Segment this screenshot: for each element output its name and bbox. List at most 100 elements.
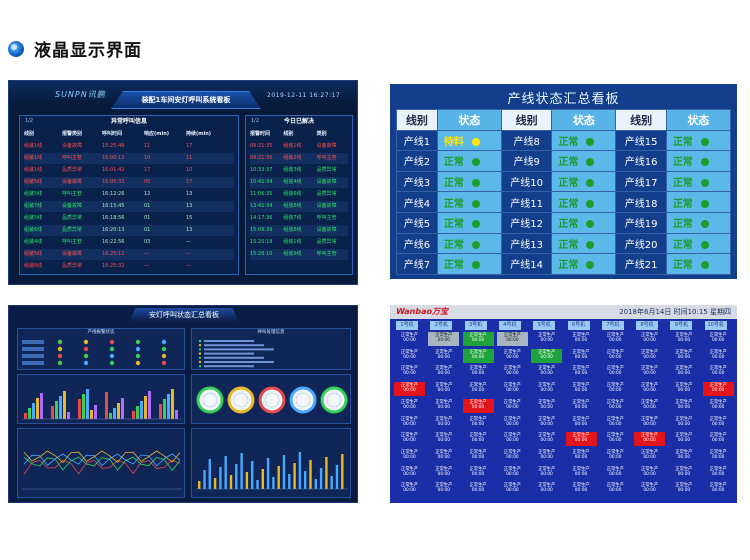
line-name-cell: 产线13 xyxy=(500,232,553,255)
cell-label: 正常生产 xyxy=(675,433,693,439)
machine-tab[interactable]: 6号机 xyxy=(567,321,590,330)
machine-tab[interactable]: 4号机 xyxy=(498,321,521,330)
machine-status-cell: 正常生产 00:00 xyxy=(668,382,699,396)
machine-tab[interactable]: 8号机 xyxy=(636,321,659,330)
status-dot-icon xyxy=(586,240,595,249)
row-label xyxy=(22,361,44,365)
cell-label: 正常生产 xyxy=(675,399,693,405)
table-cell: 01 xyxy=(144,227,151,233)
line-name-cell: 产线2 xyxy=(396,150,438,172)
status-dot xyxy=(57,360,63,366)
cell-label: 正常生产 xyxy=(641,416,659,422)
cell-label: 正常生产 xyxy=(469,416,487,422)
chart-bar xyxy=(288,474,291,489)
table-row: 组装1线 设备故障 15:25:46 11 17 xyxy=(24,141,234,152)
line-status-table: 线别 状态 线别 状态 线别 状态 产线1 待料 产线8 正常 产线15 正常 产线2 正常产… xyxy=(396,109,732,275)
ring-gauge xyxy=(196,386,224,414)
cell-time: 00:00 xyxy=(403,404,416,410)
list-line xyxy=(204,348,274,351)
machine-tab[interactable]: 10号机 xyxy=(704,321,727,330)
list-line xyxy=(204,344,264,347)
table-cell: 设备故障 xyxy=(316,227,337,233)
cell-label: 正常生产 xyxy=(538,333,556,338)
table-cell: 呼叫主管 xyxy=(62,239,83,245)
line-status-cell: 正常 xyxy=(436,253,503,275)
line-status-cell: 正常 xyxy=(665,253,732,275)
cell-time: 00:00 xyxy=(574,471,588,477)
cell-label: 正常生产 xyxy=(641,399,659,405)
chart-bar xyxy=(240,453,243,489)
table-cell: 组装6线 xyxy=(24,263,43,269)
cell-time: 00:00 xyxy=(403,371,416,377)
status-dot-icon xyxy=(700,240,709,249)
machine-tab[interactable]: 3号机 xyxy=(464,321,487,330)
cell-label: 正常生产 xyxy=(400,383,419,389)
table-cell: 17 xyxy=(186,143,193,149)
cell-label: 正常生产 xyxy=(400,466,419,472)
table-cell: 16:25:12 xyxy=(102,251,125,257)
machine-status-cell: 正常生产 00:00 xyxy=(634,449,665,463)
table-cell: 10 xyxy=(186,167,193,173)
cell-label: 正常生产 xyxy=(606,416,624,422)
list-line xyxy=(204,352,254,355)
line-name-cell: 产线18 xyxy=(615,191,667,213)
list-bullet xyxy=(198,352,202,355)
status-text: 正常 xyxy=(443,239,464,251)
line-status-cell: 正常 xyxy=(665,150,732,172)
table-cell: 16:00:13 xyxy=(102,155,125,161)
cell-label: 正常生产 xyxy=(606,366,624,372)
cell-label: 正常生产 xyxy=(469,349,487,355)
table-cell: 13 xyxy=(186,203,193,209)
table-row: 产线2 正常 产线9 正常 产线16 正常 xyxy=(396,150,732,172)
cell-time: 00:00 xyxy=(609,404,622,410)
status-text: 正常 xyxy=(558,219,579,231)
machine-tab[interactable]: 9号机 xyxy=(670,321,693,330)
machine-status-cell: 正常生产 00:00 xyxy=(668,449,699,463)
status-text: 正常 xyxy=(558,178,579,190)
table-cell: 15:28:10 xyxy=(250,251,273,257)
cell-label: 正常生产 xyxy=(675,333,693,338)
machine-tab[interactable]: 5号机 xyxy=(533,321,556,330)
status-dot-icon xyxy=(471,261,480,270)
cell-time: 00:00 xyxy=(403,338,416,343)
table-row: 组装6线 品质异常 16:25:32 — — xyxy=(24,261,234,272)
row-label xyxy=(22,354,44,358)
machine-tab[interactable]: 1号机 xyxy=(396,321,418,330)
cell-time: 00:00 xyxy=(437,371,450,377)
machine-status-cell: 正常生产 00:00 xyxy=(394,449,425,463)
cell-label: 正常生产 xyxy=(503,433,521,439)
machine-status-board-screen: Wanbao万宝 2018年6月14日 时间10:15 星期四 1号机 2号机 3号… xyxy=(390,305,737,503)
status-dot-icon xyxy=(471,158,480,167)
machine-status-cell: 正常生产 00:00 xyxy=(394,365,425,379)
cell-time: 00:00 xyxy=(540,404,553,410)
cell-label: 正常生产 xyxy=(503,466,521,472)
line-name-cell: 产线17 xyxy=(615,170,667,193)
chart-bar xyxy=(24,413,27,419)
cell-label: 正常生产 xyxy=(435,483,453,489)
status-dot-icon xyxy=(700,261,709,270)
chart-bar xyxy=(298,452,302,489)
table-cell: 16:22:56 xyxy=(102,239,125,245)
ring-gauge xyxy=(258,386,286,414)
chart-bar xyxy=(251,461,254,489)
machine-tab[interactable]: 7号机 xyxy=(601,321,624,330)
chart-bar xyxy=(148,391,151,419)
machine-tab[interactable]: 2号机 xyxy=(430,321,453,330)
chart-bar xyxy=(121,398,124,419)
status-dot-icon xyxy=(471,240,480,249)
line-status-cell: 正常 xyxy=(551,170,617,193)
cell-label: 正常生产 xyxy=(709,383,727,389)
cell-label: 正常生产 xyxy=(606,483,624,489)
cell-time: 00:00 xyxy=(471,421,485,427)
cell-label: 正常生产 xyxy=(572,483,590,489)
cell-time: 00:00 xyxy=(506,354,519,360)
machine-status-cell: 正常生产 00:00 xyxy=(600,365,631,379)
cell-label: 正常生产 xyxy=(675,483,693,489)
machine-status-cell: 正常生产 00:00 xyxy=(531,466,562,480)
line-status-cell: 正常 xyxy=(551,191,617,213)
table-cell: 09:21:35 xyxy=(250,155,273,161)
cell-label: 正常生产 xyxy=(503,349,521,355)
row-label xyxy=(22,340,44,344)
table-cell: 品质异常 xyxy=(316,239,337,245)
chart-bar xyxy=(335,465,339,489)
